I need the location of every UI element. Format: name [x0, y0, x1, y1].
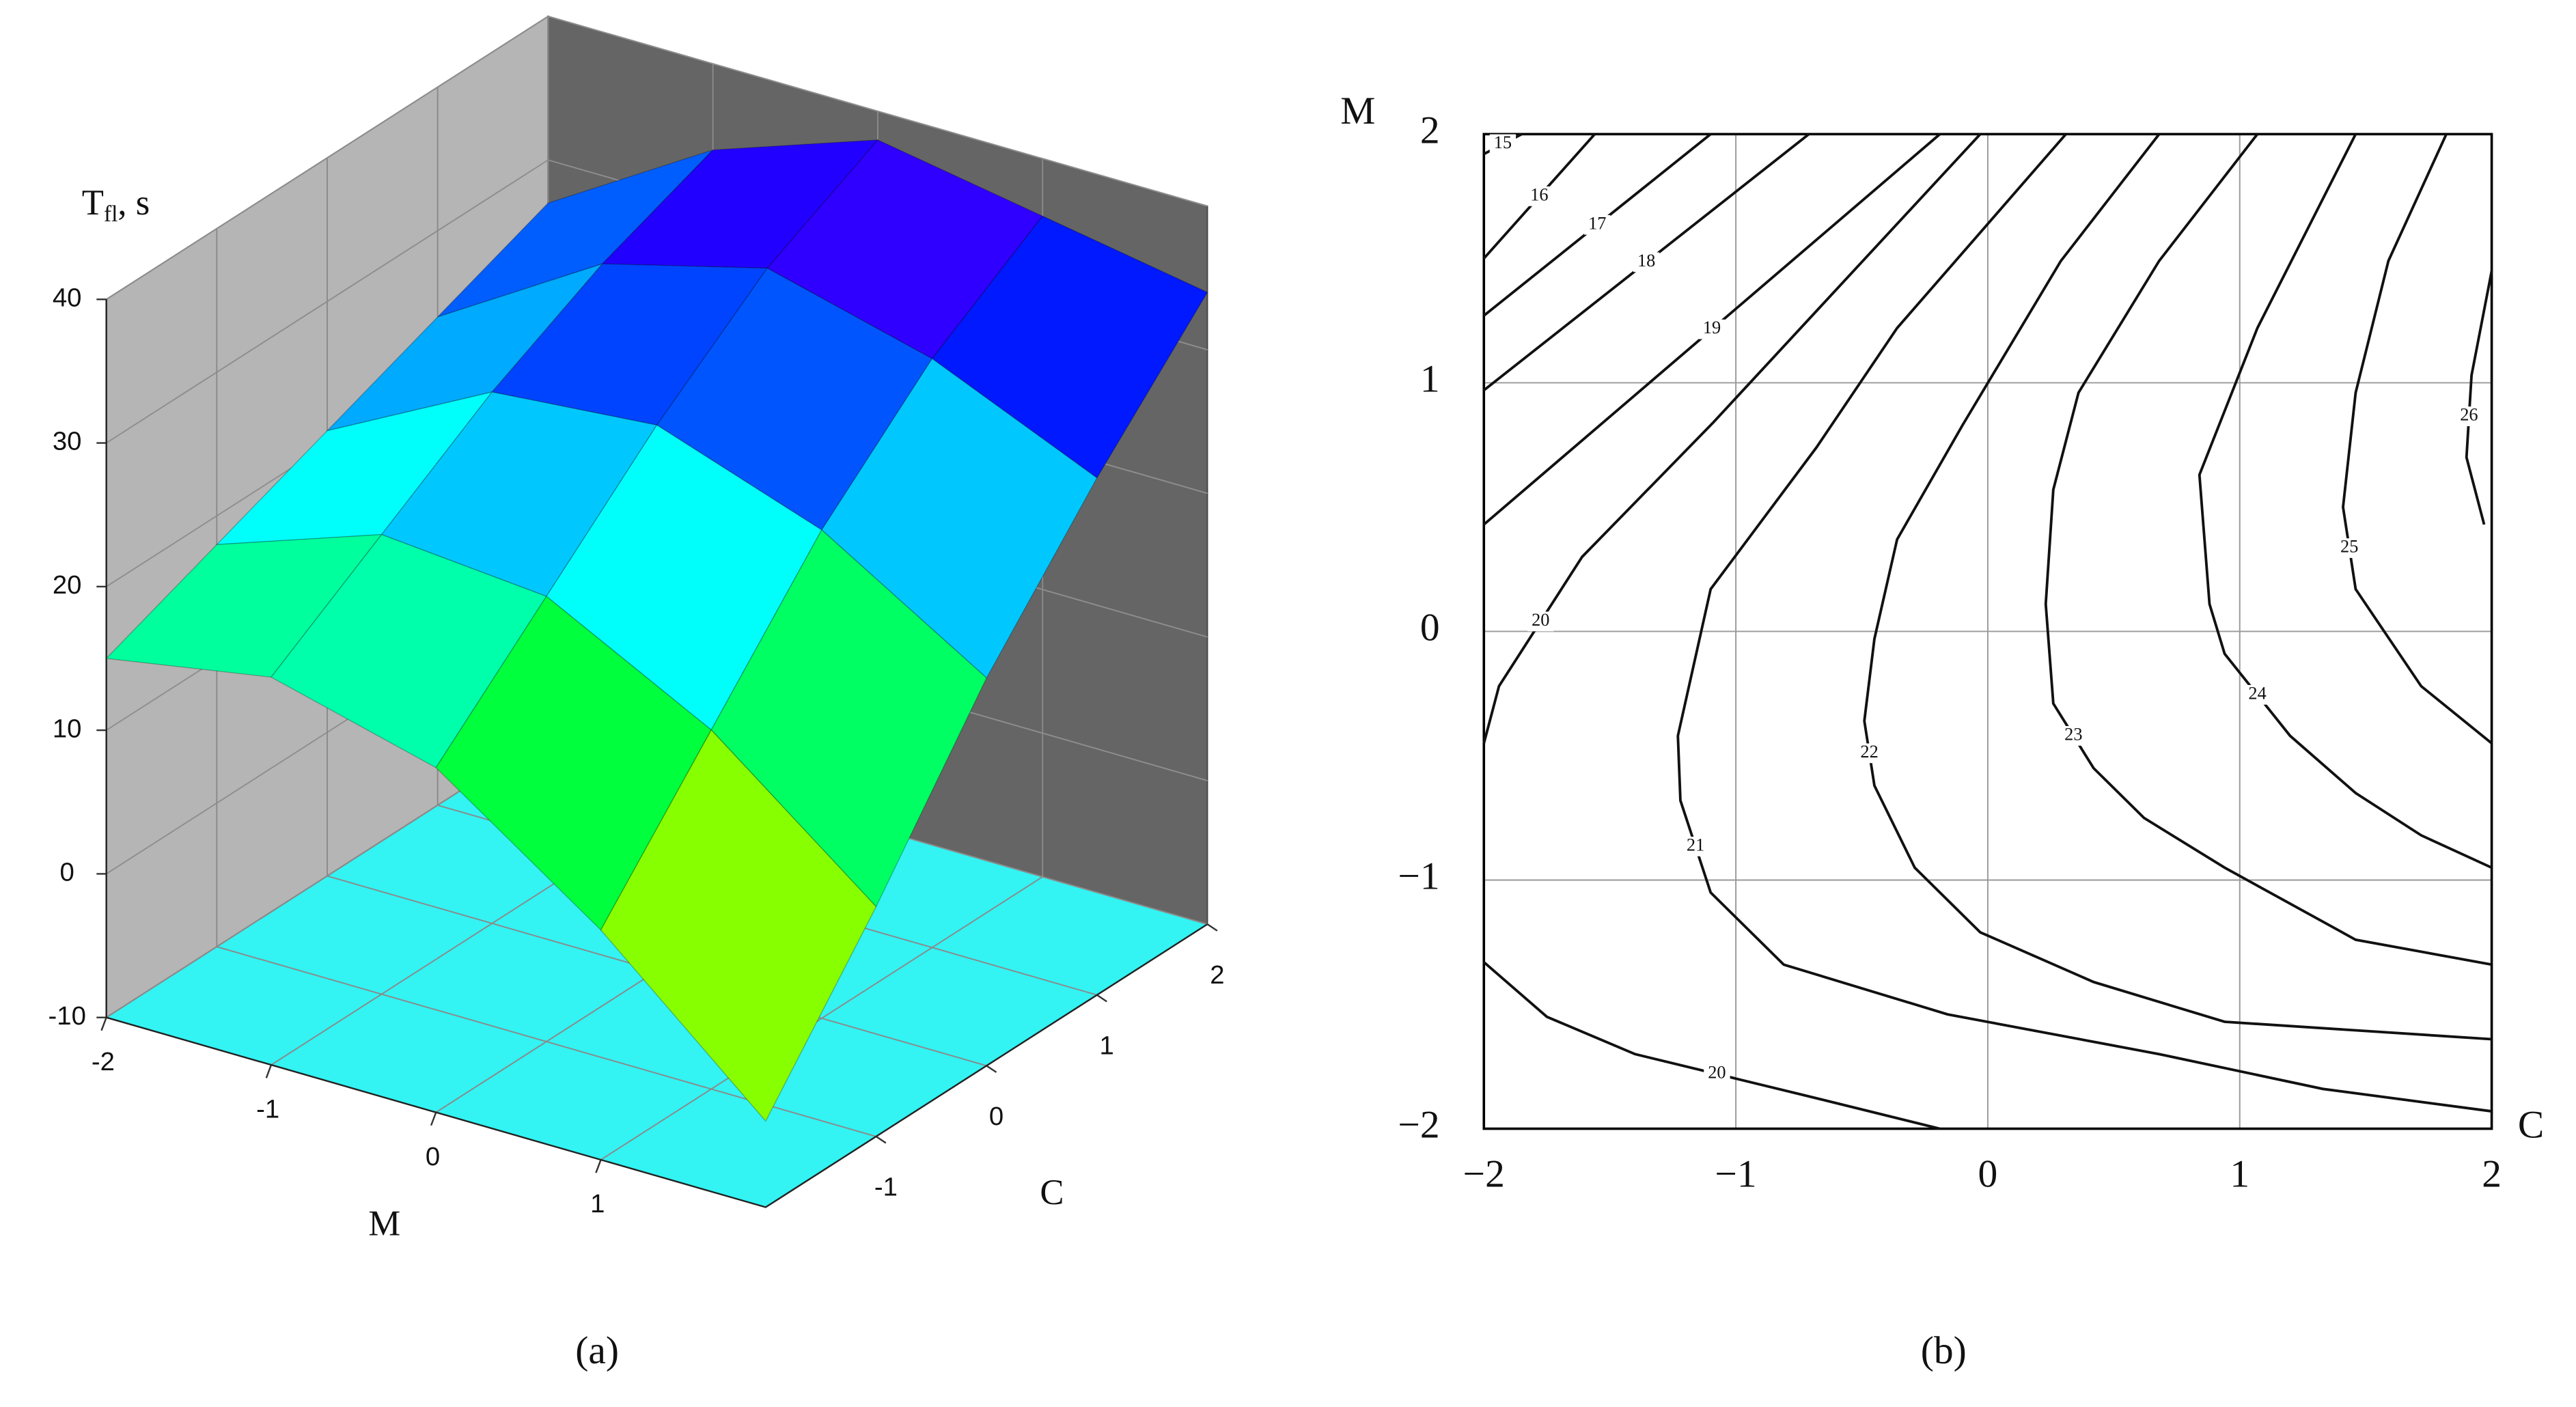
- tick-mark: [1096, 994, 1107, 1003]
- x-tick-label: 1: [2230, 1153, 2249, 1196]
- contour-label: 22: [1860, 742, 1878, 762]
- y-tick-label: 0: [1420, 607, 1440, 650]
- contour-label-bg: [1633, 252, 1660, 273]
- z-title-sub: fl: [104, 201, 117, 227]
- figure-root: Tfl, s M C (a) M C (b) -10010203040-2-10…: [49, 15, 2544, 1372]
- y-tick-label: −2: [1398, 1104, 1439, 1147]
- contour-label-bg: [1698, 319, 1726, 339]
- contour-line: [2465, 270, 2493, 525]
- tick-mark: [1206, 923, 1218, 932]
- y-tick-label: −1: [1398, 855, 1439, 898]
- contour-label: 23: [2064, 724, 2082, 744]
- contour-label-bg: [2060, 725, 2087, 746]
- contour-label: 19: [1703, 318, 1721, 337]
- grid-line: [216, 228, 876, 1137]
- z-title-unit: , s: [117, 183, 150, 223]
- contour-label-bg: [1526, 186, 1553, 206]
- z-title-base: T: [82, 183, 104, 223]
- contour-line: [2342, 133, 2493, 744]
- contour-label: 24: [2248, 683, 2266, 703]
- contour-label-bg: [2336, 538, 2363, 558]
- y-tick-label: 1: [1100, 1031, 1114, 1061]
- contour-label: 16: [1530, 184, 1548, 204]
- surface-cell: [820, 358, 1098, 679]
- contour-line: [1676, 133, 2492, 1113]
- x-tick-label: -2: [92, 1047, 115, 1076]
- y-tick-label: 1: [1420, 358, 1440, 401]
- x-tick-label: 0: [426, 1142, 440, 1171]
- contour-label: 20: [1708, 1063, 1726, 1083]
- contour-line: [2044, 133, 2492, 966]
- contour-line: [1483, 961, 1941, 1130]
- x-axis-title: C: [2518, 1104, 2544, 1147]
- contour-label: 25: [2340, 537, 2358, 557]
- contour-label-bg: [1704, 1064, 1730, 1084]
- x-tick-label: −1: [1715, 1153, 1757, 1196]
- y-tick-label: 2: [1420, 109, 1440, 152]
- y-tick-label: 2: [1210, 960, 1224, 990]
- contour-label: 21: [1687, 835, 1704, 854]
- panel-label: (a): [575, 1329, 619, 1372]
- x-axis-title: M: [368, 1203, 400, 1243]
- contour-label: 20: [1532, 610, 1549, 630]
- y-tick-label: 0: [989, 1102, 1003, 1131]
- z-tick-label: 0: [60, 858, 74, 887]
- tick-mark: [265, 1064, 273, 1078]
- plot-frame: [1482, 133, 2493, 1130]
- contour-label-bg: [2456, 406, 2482, 426]
- z-axis-title: Tfl, s: [82, 183, 150, 227]
- contour-label-bg: [1856, 743, 1883, 764]
- x-tick-label: 2: [2482, 1153, 2502, 1196]
- surface-cell: [600, 729, 877, 1122]
- z-tick-label: 30: [53, 427, 82, 456]
- x-tick-label: -1: [256, 1094, 279, 1124]
- contour-label-bg: [2244, 684, 2271, 705]
- y-tick-label: -1: [874, 1173, 898, 1202]
- contour-label-bg: [1527, 611, 1554, 632]
- z-tick-label: 20: [53, 570, 82, 600]
- tick-mark: [100, 1017, 107, 1031]
- tick-mark: [430, 1112, 437, 1126]
- contour-label: 15: [1494, 133, 1512, 152]
- y-axis-title: C: [1040, 1173, 1064, 1212]
- surface-cell: [931, 215, 1208, 479]
- contour-label: 26: [2460, 405, 2478, 425]
- contour-label-bg: [1584, 214, 1611, 235]
- z-tick-label: 40: [53, 283, 82, 312]
- contour-line: [2198, 133, 2493, 869]
- z-tick-label: -10: [49, 1001, 86, 1031]
- x-tick-label: 0: [1978, 1153, 1998, 1196]
- x-tick-label: 1: [590, 1189, 605, 1218]
- z-tick-label: 10: [53, 714, 82, 743]
- contour-line: [1482, 133, 1982, 744]
- y-axis-title: M: [1340, 89, 1375, 133]
- contour-label: 18: [1637, 251, 1655, 270]
- contour-line: [1863, 133, 2492, 1041]
- tick-mark: [875, 1135, 887, 1144]
- tick-mark: [595, 1159, 602, 1173]
- tick-mark: [986, 1065, 997, 1073]
- contour-label-bg: [1489, 134, 1516, 154]
- x-tick-label: −2: [1463, 1153, 1505, 1196]
- panel-label: (b): [1921, 1329, 1967, 1372]
- contour-label-bg: [1682, 836, 1709, 856]
- contour-label: 17: [1588, 213, 1606, 233]
